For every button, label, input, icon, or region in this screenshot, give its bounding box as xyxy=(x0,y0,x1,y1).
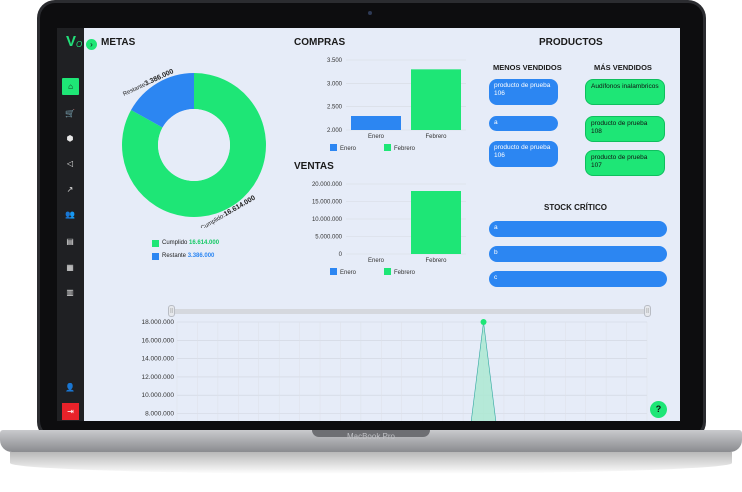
menos-vendido-item[interactable]: producto de prueba 106 xyxy=(489,141,558,167)
mas-vendido-item[interactable]: Audífonos inalambricos xyxy=(585,79,665,105)
compras-legend-swatch xyxy=(330,144,337,151)
area-y-tick: 16.000.000 xyxy=(141,337,174,344)
compras-bar-chart: 3.500 3.000 2.500 2.000 Enero Febrero Enero Feb… xyxy=(327,58,466,152)
chart-icon[interactable]: ↗ xyxy=(66,185,74,194)
ventas-legend-swatch xyxy=(330,268,337,275)
box-icon[interactable]: ⬢ xyxy=(66,134,74,143)
ventas-x-tick: Febrero xyxy=(425,258,447,264)
app-logo[interactable]: V xyxy=(66,33,77,50)
device-label: MacBook Pro xyxy=(346,432,396,441)
laptop-base xyxy=(0,430,742,452)
legend-cumplido-value: 16.614.000 xyxy=(189,240,220,246)
ventas-y-tick: 10.000.000 xyxy=(312,217,343,223)
mas-vendidos-title: MÁS VENDIDOS xyxy=(594,63,652,72)
calculator-icon[interactable]: ▦ xyxy=(66,263,74,272)
sidebar: V O ⌂ 🛒 ⬢ ◁ ↗ 👥 ▤ ▦ ▥ 👤 ⇥ xyxy=(57,28,84,421)
area-series xyxy=(470,321,497,421)
range-slider-track[interactable] xyxy=(169,309,649,314)
cart-icon[interactable]: 🛒 xyxy=(65,109,75,118)
ventas-bar-febrero[interactable] xyxy=(411,191,461,254)
stock-critico-item[interactable]: a xyxy=(489,221,667,237)
legend-cumplido-swatch xyxy=(152,240,159,247)
compras-y-tick: 3.000 xyxy=(327,81,343,87)
sidebar-collapse-button[interactable]: › xyxy=(86,39,97,50)
compras-legend-label[interactable]: Febrero xyxy=(394,146,416,152)
mas-vendido-item[interactable]: producto de prueba 108 xyxy=(585,116,665,142)
metas-donut-chart: Restante3.386.000 Cumplido:16.614.000 xyxy=(121,68,266,228)
ventas-y-tick: 20.000.000 xyxy=(312,182,343,188)
legend-restante-label: Restante xyxy=(162,253,187,259)
legend-restante[interactable]: Restante 3.386.000 xyxy=(162,253,214,259)
ventas-title: VENTAS xyxy=(294,161,334,172)
metas-title: METAS xyxy=(101,37,136,48)
compras-title: COMPRAS xyxy=(294,37,346,48)
compras-x-tick: Enero xyxy=(368,134,385,140)
ventas-y-tick: 5.000.000 xyxy=(315,235,342,241)
range-slider-handle-left[interactable]: || xyxy=(168,305,175,317)
area-y-tick: 12.000.000 xyxy=(141,374,174,381)
ventas-y-tick: 15.000.000 xyxy=(312,200,343,206)
camera xyxy=(368,11,372,15)
range-slider-handle-right[interactable]: || xyxy=(644,305,651,317)
stock-critico-item[interactable]: c xyxy=(489,271,667,287)
users-icon[interactable]: 👥 xyxy=(65,210,75,219)
compras-bar-enero[interactable] xyxy=(351,116,401,130)
megaphone-icon[interactable]: ◁ xyxy=(66,159,74,168)
profile-icon[interactable]: 👤 xyxy=(65,383,75,392)
ventas-legend-label[interactable]: Enero xyxy=(340,270,357,276)
area-y-tick: 14.000.000 xyxy=(141,356,174,363)
menos-vendido-item[interactable]: producto de prueba 106 xyxy=(489,79,558,105)
area-y-tick: 10.000.000 xyxy=(141,392,174,399)
legend-restante-value: 3.386.000 xyxy=(187,253,215,259)
document-icon[interactable]: ▤ xyxy=(66,237,74,246)
stock-critico-item[interactable]: b xyxy=(489,246,667,262)
area-y-tick: 18.000.000 xyxy=(141,319,174,326)
compras-x-tick: Febrero xyxy=(425,134,447,140)
logout-icon[interactable]: ⇥ xyxy=(62,403,79,420)
area-peak-point[interactable] xyxy=(480,319,487,325)
dashboard-screen: V O ⌂ 🛒 ⬢ ◁ ↗ 👥 ▤ ▦ ▥ 👤 ⇥ › METAS Restante3.386.… xyxy=(57,28,680,421)
donut-hole xyxy=(158,109,230,181)
laptop-shadow xyxy=(10,452,732,474)
ventas-legend-swatch xyxy=(384,268,391,275)
area-y-tick: 8.000.000 xyxy=(145,411,174,418)
app-logo-sub: O xyxy=(76,40,83,49)
ventas-x-tick: Enero xyxy=(368,258,385,264)
menos-vendidos-title: MENOS VENDIDOS xyxy=(493,63,562,72)
productos-title: PRODUCTOS xyxy=(539,37,603,48)
legend-cumplido[interactable]: Cumplido 16.614.000 xyxy=(162,240,219,246)
legend-cumplido-label: Cumplido xyxy=(162,240,188,246)
ventas-y-tick: 0 xyxy=(339,252,343,258)
compras-legend-swatch xyxy=(384,144,391,151)
compras-y-tick: 2.000 xyxy=(327,128,343,134)
menos-vendido-item[interactable]: a xyxy=(489,116,558,131)
ventas-legend-label[interactable]: Febrero xyxy=(394,270,416,276)
mas-vendido-item[interactable]: producto de prueba 107 xyxy=(585,150,665,176)
help-button[interactable]: ? xyxy=(650,401,667,418)
donut-slice-restante[interactable] xyxy=(131,73,194,128)
compras-legend-label[interactable]: Enero xyxy=(340,146,357,152)
legend-restante-swatch xyxy=(152,253,159,260)
stock-critico-title: STOCK CRÍTICO xyxy=(544,203,607,212)
compras-bar-febrero[interactable] xyxy=(411,69,461,130)
donut-slice-cumplido[interactable] xyxy=(121,73,266,217)
laptop-notch xyxy=(312,430,430,437)
ventas-bar-chart: 20.000.000 15.000.000 10.000.000 5.000.000 0… xyxy=(312,182,466,276)
home-icon[interactable]: ⌂ xyxy=(62,78,79,95)
building-icon[interactable]: ▥ xyxy=(66,288,74,297)
compras-y-tick: 2.500 xyxy=(327,105,343,111)
timeline-area-chart: 18.000.000 16.000.000 14.000.000 12.000.000… xyxy=(141,319,648,421)
compras-y-tick: 3.500 xyxy=(327,58,343,64)
